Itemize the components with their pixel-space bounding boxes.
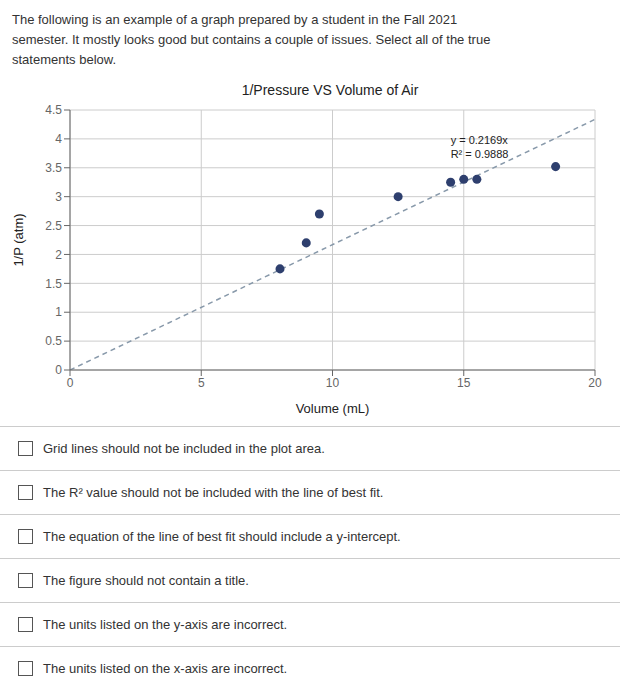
html-text:1/Pressure VS Volume of Air: 1/Pressure VS Volume of Air: [241, 82, 419, 98]
svg-text:10: 10: [326, 376, 340, 390]
svg-text:1: 1: [55, 305, 62, 319]
html-text:The units listed on the y-axis: The units listed on the y-axis are incor…: [43, 617, 288, 632]
html-text:The units listed on the x-axis: The units listed on the x-axis are incor…: [43, 661, 288, 676]
svg-text:Volume (mL): Volume (mL): [296, 401, 370, 416]
svg-text:3.5: 3.5: [45, 161, 62, 175]
html-text:The following is an example of: The following is an example of a graph p…: [12, 12, 458, 27]
svg-text:3: 3: [55, 190, 62, 204]
svg-text:4.5: 4.5: [45, 103, 62, 117]
svg-text:y = 0.2169xR² = 0.9888: y = 0.2169xR² = 0.9888: [451, 134, 509, 160]
svg-text:4: 4: [55, 132, 62, 146]
svg-text:0.5: 0.5: [45, 334, 62, 348]
svg-text:2.5: 2.5: [45, 219, 62, 233]
html-text:The figure should not contain: The figure should not contain a title.: [43, 573, 249, 588]
html-text:The equation of the line of be: The equation of the line of best fit sho…: [43, 529, 401, 544]
html-text:The R² value should not be inc: The R² value should not be included with…: [43, 485, 384, 500]
svg-text:1/P (atm): 1/P (atm): [11, 213, 26, 266]
svg-text:5: 5: [198, 376, 205, 390]
svg-text:15: 15: [457, 376, 471, 390]
svg-text:0: 0: [55, 363, 62, 377]
svg-text:20: 20: [588, 376, 602, 390]
html-text:semester. It mostly looks good: semester. It mostly looks good but conta…: [12, 32, 491, 47]
html-text:Grid lines should not be inclu: Grid lines should not be included in the…: [43, 441, 325, 456]
svg-text:1.5: 1.5: [45, 277, 62, 291]
svg-text:0: 0: [67, 376, 74, 390]
html-text:statements below.: statements below.: [12, 52, 117, 67]
svg-text:2: 2: [55, 248, 62, 262]
